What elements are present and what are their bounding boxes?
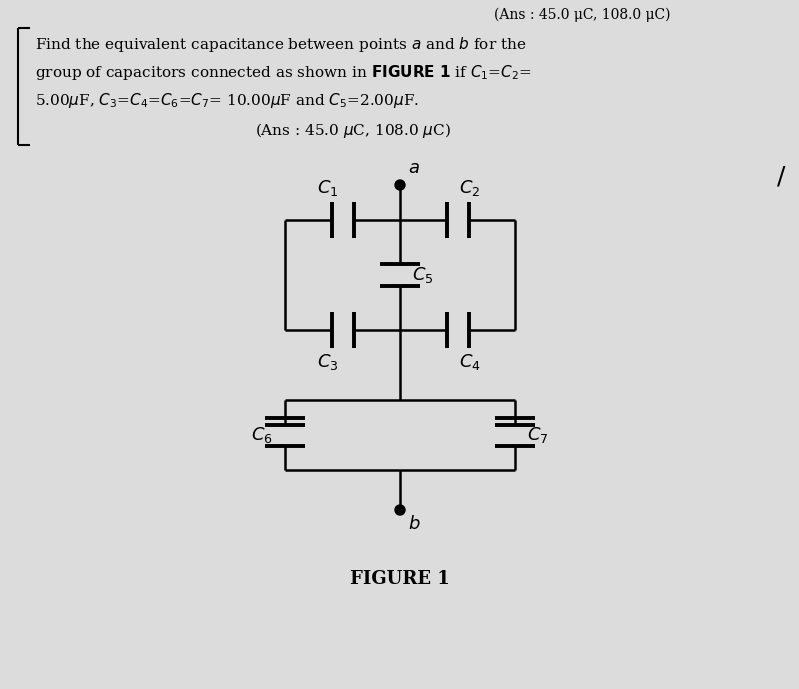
Text: FIGURE 1: FIGURE 1 [350, 570, 450, 588]
Text: $a$: $a$ [408, 159, 419, 177]
Text: $C_1$: $C_1$ [316, 178, 338, 198]
Text: $C_7$: $C_7$ [527, 425, 548, 445]
Text: $C_2$: $C_2$ [459, 178, 480, 198]
Text: /: / [777, 165, 785, 189]
Circle shape [395, 180, 405, 190]
Text: $b$: $b$ [408, 515, 420, 533]
Text: $C_6$: $C_6$ [251, 425, 273, 445]
Text: 5.00$\mu$F, $C_3$=$C_4$=$C_6$=$C_7$= 10.00$\mu$F and $C_5$=2.00$\mu$F.: 5.00$\mu$F, $C_3$=$C_4$=$C_6$=$C_7$= 10.… [35, 91, 419, 110]
Text: $C_5$: $C_5$ [412, 265, 434, 285]
Text: $C_4$: $C_4$ [459, 352, 480, 372]
Text: (Ans : 45.0 $\mu$C, 108.0 $\mu$C): (Ans : 45.0 $\mu$C, 108.0 $\mu$C) [255, 121, 451, 140]
Text: $C_3$: $C_3$ [316, 352, 338, 372]
Text: (Ans : 45.0 μC, 108.0 μC): (Ans : 45.0 μC, 108.0 μC) [494, 8, 670, 22]
Text: Find the equivalent capacitance between points $a$ and $b$ for the: Find the equivalent capacitance between … [35, 35, 527, 54]
Text: group of capacitors connected as shown in $\mathbf{FIGURE\ 1}$ if $C_1$=$C_2$=: group of capacitors connected as shown i… [35, 63, 531, 82]
Circle shape [395, 505, 405, 515]
